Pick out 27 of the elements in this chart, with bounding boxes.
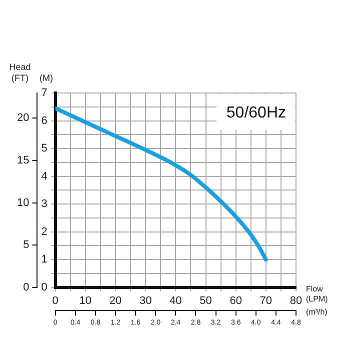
y-axis-title: (M) xyxy=(40,73,54,83)
y2-tick-label: 20 xyxy=(16,112,30,124)
y-tick-label: 0 xyxy=(41,281,48,294)
y2-tick-label: 0 xyxy=(23,281,30,294)
y-tick-label: 7 xyxy=(41,87,48,100)
y2-axis-title: Head (FT) xyxy=(9,62,31,83)
y-tick-label: 3 xyxy=(41,198,48,210)
x-tick-label: 0 xyxy=(52,295,58,308)
x2-axis-title: (m³/h) xyxy=(306,308,328,317)
x-tick-label: 30 xyxy=(139,295,152,308)
x-axis-title: Flow (LPM) xyxy=(306,284,328,304)
x-tick-label: 80 xyxy=(290,295,302,308)
x-tick-label: 10 xyxy=(79,295,92,308)
y-tick-label: 6 xyxy=(41,114,48,127)
y2-tick-label: 5 xyxy=(23,239,30,252)
y-tick-label: 4 xyxy=(41,170,48,182)
x-tick-label: 60 xyxy=(230,295,242,308)
y2-tick-label: 10 xyxy=(16,196,30,209)
annotation: 50/60Hz xyxy=(226,104,286,122)
y-tick-label: 5 xyxy=(41,142,48,155)
x-tick-label: 70 xyxy=(260,295,272,308)
x-tick-label: 40 xyxy=(170,295,182,308)
x-tick-label: 50 xyxy=(200,295,212,308)
y-tick-label: 2 xyxy=(41,226,48,238)
y2-tick-label: 15 xyxy=(16,154,30,166)
y-tick-label: 1 xyxy=(41,254,48,266)
x-tick-label: 20 xyxy=(109,295,122,308)
